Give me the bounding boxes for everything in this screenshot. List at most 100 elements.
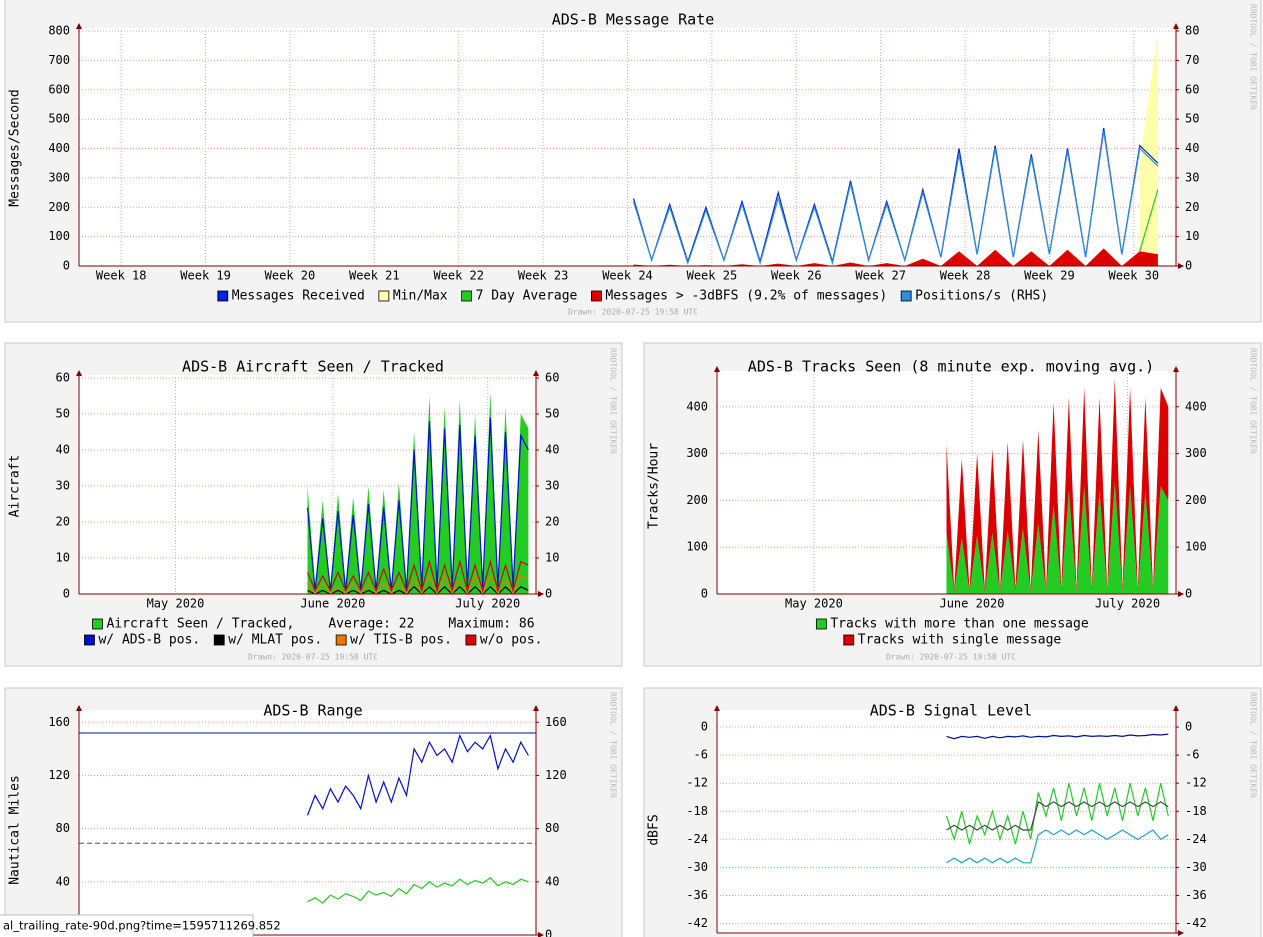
y-tick-label: 0 xyxy=(63,259,70,273)
y-tick-label: 100 xyxy=(686,540,708,554)
axis-arrow xyxy=(1178,930,1184,936)
y2-tick-label: -42 xyxy=(1185,916,1207,930)
y2-tick-label: 300 xyxy=(1185,446,1207,460)
axis-arrow xyxy=(1173,23,1179,29)
y-tick-label: 30 xyxy=(56,479,70,493)
legend-swatch xyxy=(815,618,827,630)
y2-tick-label: 400 xyxy=(1185,399,1207,413)
line xyxy=(306,417,529,591)
legend-swatch xyxy=(465,634,477,646)
area xyxy=(1139,31,1158,266)
y2-tick-label: 60 xyxy=(545,371,559,385)
y2-tick-label: 40 xyxy=(1185,141,1199,155)
y-tick-label: 0 xyxy=(701,720,708,734)
axis-arrow xyxy=(76,23,82,29)
line xyxy=(946,800,1169,831)
y2-tick-label: 0 xyxy=(1185,587,1192,601)
y-axis-label: Aircraft xyxy=(8,455,23,518)
y-tick-label: 400 xyxy=(48,141,70,155)
y-tick-label: 20 xyxy=(56,515,70,529)
x-tick-label: Week 24 xyxy=(602,269,653,283)
y-tick-label: 500 xyxy=(48,112,70,126)
axis-arrow xyxy=(1178,591,1184,597)
axis-arrow xyxy=(533,370,539,376)
y-tick-label: 600 xyxy=(48,82,70,96)
legend-swatch xyxy=(335,634,347,646)
chart-title: ADS-B Tracks Seen (8 minute exp. moving … xyxy=(748,358,1154,376)
y2-tick-label: 160 xyxy=(545,715,567,729)
area xyxy=(946,378,1169,593)
y2-tick-label: 0 xyxy=(1185,720,1192,734)
axis-arrow xyxy=(538,932,544,937)
legend-swatch xyxy=(461,290,473,302)
y2-tick-label: 200 xyxy=(1185,493,1207,507)
y-tick-label: 200 xyxy=(48,200,70,214)
watermark: RRDTOOL / TOBI OETIKER xyxy=(1249,348,1258,454)
y2-tick-label: 0 xyxy=(1185,259,1192,273)
axis-arrow xyxy=(76,370,82,376)
legend-row: Messages Received Min/Max 7 Day Average Mes… xyxy=(217,289,1048,304)
drawn-note: Drawn: 2020-07-25 19:58 UTC xyxy=(568,308,698,317)
legend-label: w/ MLAT pos. xyxy=(228,633,322,648)
y2-tick-label: 80 xyxy=(545,821,559,835)
watermark: RRDTOOL / TOBI OETIKER xyxy=(609,692,618,798)
legend-label: Tracks with more than one message xyxy=(830,617,1088,632)
axis-arrow xyxy=(714,366,720,372)
x-tick-label: Week 23 xyxy=(518,269,569,283)
y-tick-label: 120 xyxy=(48,768,70,782)
line xyxy=(307,877,529,904)
x-tick-label: Week 25 xyxy=(687,269,738,283)
line xyxy=(306,559,529,593)
y2-tick-label: 0 xyxy=(545,587,552,601)
y2-tick-label: 60 xyxy=(1185,82,1199,96)
area xyxy=(633,248,1158,266)
legend-label: w/ TIS-B pos. xyxy=(350,633,452,648)
y2-tick-label: 50 xyxy=(545,407,559,421)
x-tick-label: Week 28 xyxy=(940,269,991,283)
x-tick-label: June 2020 xyxy=(939,597,1004,611)
y2-tick-label: 10 xyxy=(545,551,559,565)
legend-swatch xyxy=(378,290,390,302)
y2-tick-label: 30 xyxy=(1185,170,1199,184)
x-tick-label: Week 29 xyxy=(1024,269,1075,283)
legend-swatch xyxy=(92,618,103,630)
x-tick-label: May 2020 xyxy=(785,597,843,611)
legend-label: 7 Day Average xyxy=(476,289,578,304)
x-tick-label: Week 30 xyxy=(1109,269,1160,283)
legend-label: w/ ADS-B pos. xyxy=(98,633,200,648)
y-tick-label: 60 xyxy=(56,371,70,385)
y-tick-label: 0 xyxy=(63,587,70,601)
y-tick-label: -6 xyxy=(694,748,708,762)
y-tick-label: -30 xyxy=(686,860,708,874)
legend-label: Aircraft Seen / Tracked, xyxy=(106,617,294,632)
y-tick-label: 800 xyxy=(48,24,70,38)
plot-area xyxy=(717,710,1176,933)
x-tick-label: June 2020 xyxy=(300,597,365,611)
status-bar-box xyxy=(0,914,254,937)
legend-label: Min/Max xyxy=(393,289,448,304)
legend-swatch xyxy=(900,290,912,302)
x-tick-label: Week 26 xyxy=(771,269,822,283)
line xyxy=(306,733,529,816)
watermark: RRDTOOL / TOBI OETIKER xyxy=(609,348,618,454)
chart-title: ADS-B Signal Level xyxy=(870,702,1033,720)
legend-row: Aircraft Seen / Tracked, Average: 22 Maxim… xyxy=(92,617,535,632)
legend-label: w/o pos. xyxy=(480,633,543,648)
plot-area xyxy=(79,28,1176,266)
y2-tick-label: 0 xyxy=(545,928,552,937)
line xyxy=(946,733,1169,740)
chart-title: ADS-B Aircraft Seen / Tracked xyxy=(182,358,444,376)
y-tick-label: 700 xyxy=(48,53,70,67)
legend-row: Tracks with more than one message xyxy=(815,617,1089,632)
axis-arrow xyxy=(1173,705,1179,711)
drawn-note: Drawn: 2020-07-25 19:58 UTC xyxy=(248,653,378,662)
y-tick-label: 40 xyxy=(56,874,70,888)
legend-label: Positions/s (RHS) xyxy=(915,289,1048,304)
line xyxy=(307,574,529,596)
x-tick-label: Week 19 xyxy=(180,269,231,283)
legend-row: w/ ADS-B pos. w/ MLAT pos. w/ TIS-B pos. w/… xyxy=(84,633,543,648)
axis-arrow xyxy=(1173,366,1179,372)
y-axis-label: dBFS xyxy=(647,814,662,845)
y2-tick-label: -30 xyxy=(1185,860,1207,874)
